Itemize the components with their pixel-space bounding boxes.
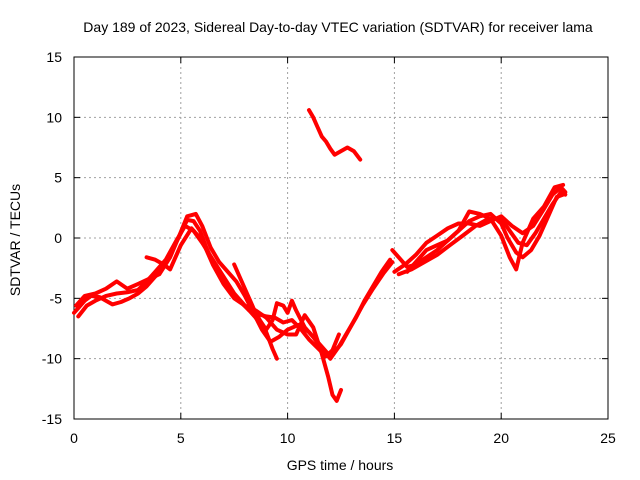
- y-tick-label: 5: [54, 170, 62, 186]
- series-track-6: [307, 108, 363, 162]
- series-track-10: [396, 190, 568, 277]
- y-tick-label: 0: [54, 230, 62, 246]
- x-tick-label: 10: [280, 430, 296, 446]
- x-tick-label: 5: [177, 430, 185, 446]
- series-track-4: [144, 226, 343, 403]
- x-tick-label: 0: [70, 430, 78, 446]
- y-tick-label: -15: [42, 411, 62, 427]
- chart-title: Day 189 of 2023, Sidereal Day-to-day VTE…: [83, 19, 593, 35]
- data-series: [72, 108, 568, 403]
- x-tick-label: 20: [493, 430, 509, 446]
- series-track-5: [232, 257, 393, 361]
- y-tick-label: -5: [50, 290, 63, 306]
- y-tick-label: 10: [46, 109, 62, 125]
- series-track-1: [72, 217, 341, 359]
- series-track-3: [76, 223, 279, 361]
- x-tick-label: 15: [387, 430, 403, 446]
- x-tick-label: 25: [600, 430, 616, 446]
- x-axis-label: GPS time / hours: [287, 457, 394, 473]
- y-tick-labels: -15 -10 -5 0 5 10 15: [42, 49, 62, 427]
- y-tick-label: -10: [42, 351, 62, 367]
- grid: [74, 57, 608, 419]
- y-axis-label: SDTVAR / TECUs: [7, 184, 23, 296]
- x-tick-labels: 0 5 10 15 20 25: [70, 430, 616, 446]
- y-tick-label: 15: [46, 49, 62, 65]
- axis-ticks: [73, 56, 609, 420]
